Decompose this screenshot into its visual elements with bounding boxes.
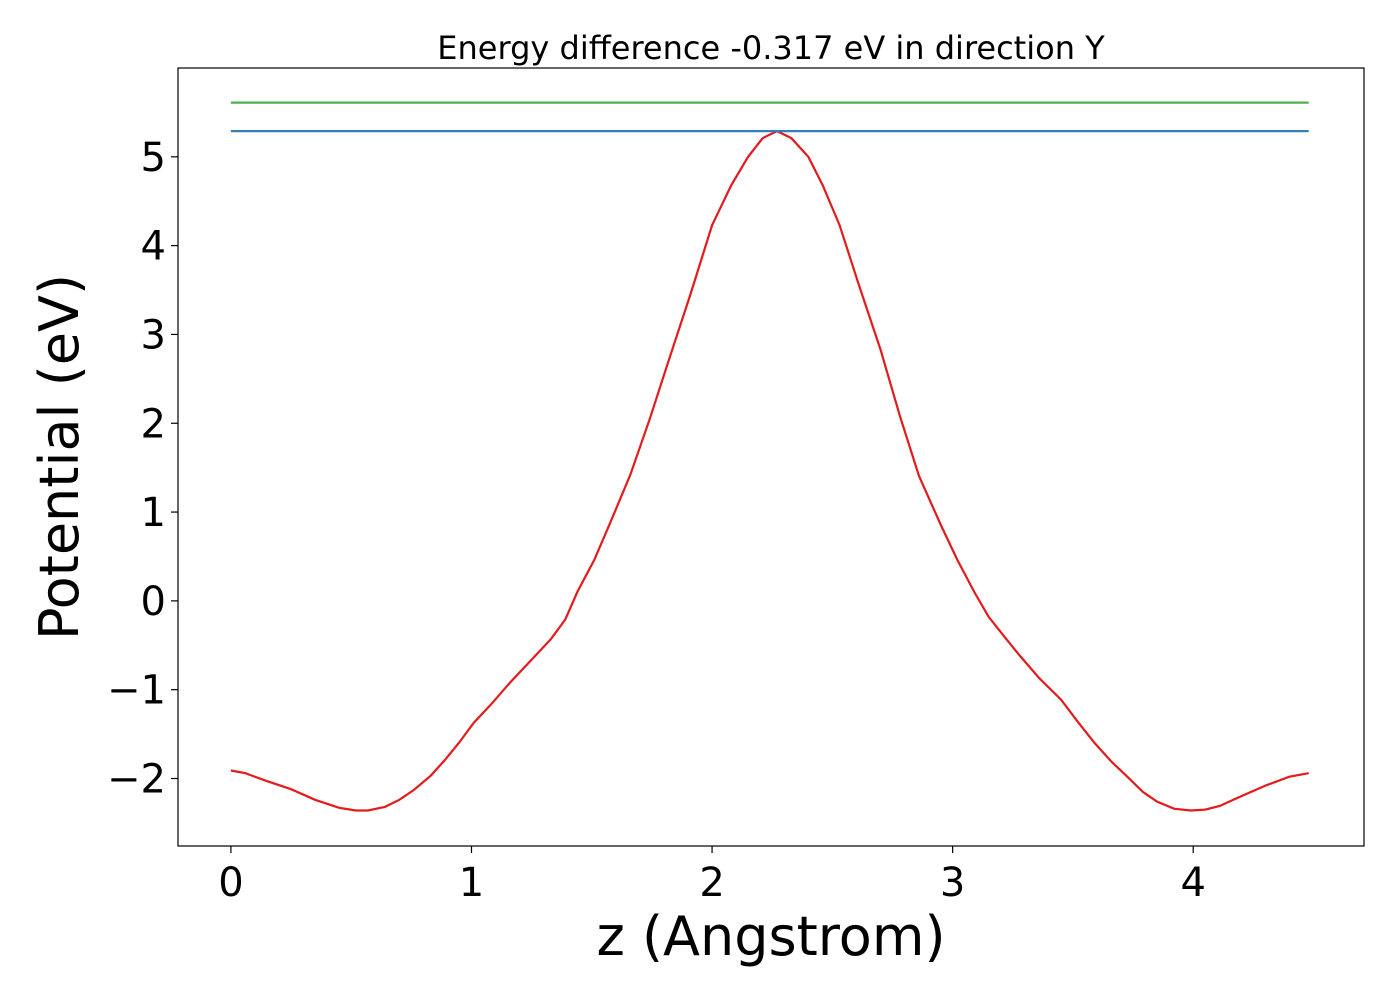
y-tick-label: −1 xyxy=(107,668,166,714)
y-axis-label: Potential (eV) xyxy=(28,274,91,640)
y-tick-label: 0 xyxy=(141,579,166,625)
y-tick-label: −2 xyxy=(107,757,166,803)
chart-title: Energy difference -0.317 eV in direction… xyxy=(437,29,1105,67)
plot-area xyxy=(230,101,1309,812)
y-tick-label: 1 xyxy=(141,490,166,536)
y-axis: −2 −1 0 1 2 3 4 5 xyxy=(107,135,178,803)
x-tick-label: 1 xyxy=(459,860,484,906)
x-axis: 0 1 2 3 4 xyxy=(218,846,1206,906)
x-tick-label: 4 xyxy=(1180,860,1205,906)
y-tick-label: 4 xyxy=(141,224,166,270)
axes-frame xyxy=(177,67,1365,847)
x-tick-label: 0 xyxy=(218,860,243,906)
x-tick-label: 2 xyxy=(699,860,724,906)
x-axis-label: z (Angstrom) xyxy=(596,905,945,968)
y-tick-label: 2 xyxy=(141,401,166,447)
y-tick-label: 5 xyxy=(141,135,166,181)
y-tick-label: 3 xyxy=(141,312,166,358)
x-tick-label: 3 xyxy=(940,860,965,906)
series-potential xyxy=(230,129,1309,812)
